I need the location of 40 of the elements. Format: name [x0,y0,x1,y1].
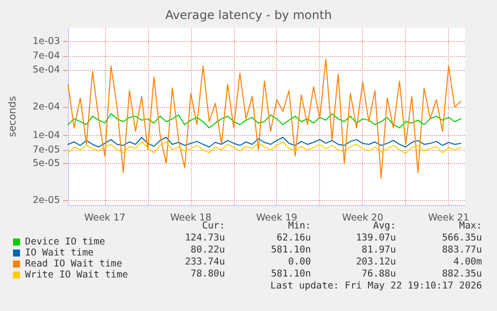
text: 76.88u [362,268,396,280]
text: 0.00 [288,256,312,268]
line-series [68,141,462,154]
y-tick-label: 1e-03 [32,36,60,48]
y-axis-title: seconds [8,96,18,137]
text: 233.74u [184,256,225,268]
text: 581.10n [270,268,311,280]
text: 124.73u [184,232,225,244]
legend-label: IO Wait time [25,248,94,258]
text: Max: [459,220,482,232]
y-tick-label: 2e-04 [32,102,60,113]
line-series [68,113,462,128]
y-tick-label: 1e-04 [32,130,60,141]
y-tick-label: 2e-05 [32,195,60,206]
legend-label: Device IO time [25,236,106,248]
text: 139.07u [356,232,396,244]
y-tick-label: 7e-05 [32,144,60,156]
y-tick-label: 5e-04 [32,64,60,76]
y-tick-label: 7e-04 [32,50,60,62]
line-series [68,58,462,178]
text: 566.35u [442,232,482,244]
text: 4.00m [453,256,482,268]
text: Cur: [202,220,225,232]
text: 62.16u [276,232,311,244]
legend-label: Write IO Wait time [25,270,128,280]
text: 203.12u [356,256,396,268]
text: 81.97u [362,244,396,256]
y-tick-label: 5e-05 [32,158,60,169]
text: 80.22u [190,244,225,256]
line-series [68,136,462,148]
text: Avg: [373,220,396,232]
text: Last update: Fri May 22 19:10:17 2026 [270,280,482,292]
text: 883.77u [442,244,482,256]
text: 78.80u [190,268,225,280]
x-tick-label: Week 17 [84,212,126,224]
legend-label: Read IO Wait time [25,258,123,270]
text: 581.10n [270,244,311,256]
text: Min: [288,220,311,232]
text: 882.35u [442,268,482,280]
chart-title: Average latency - by month [165,8,332,22]
